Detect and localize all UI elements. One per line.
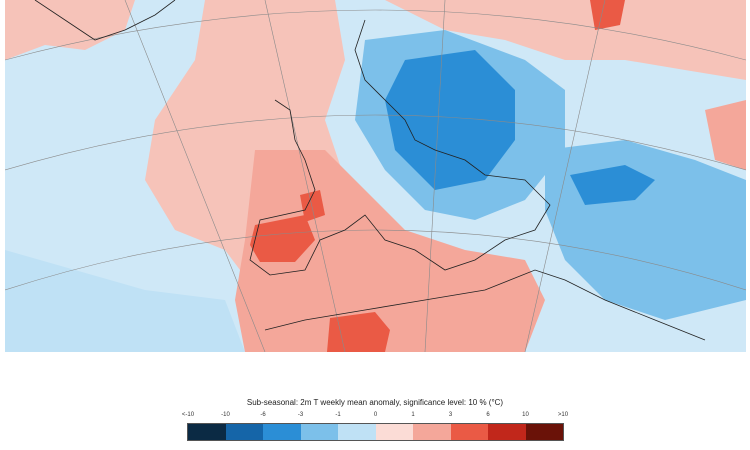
colorbar-tick: 0 [373, 412, 378, 418]
anomaly-region-caspian-cold [570, 165, 655, 205]
colorbar-swatch [188, 424, 226, 440]
graticule [5, 0, 746, 352]
colorbar-swatch [263, 424, 301, 440]
colorbar-tick: -6 [260, 412, 266, 418]
anomaly-region-southwest-cold [5, 250, 245, 352]
colorbar-tick: 3 [448, 412, 453, 418]
anomaly-region-france-warm [300, 190, 325, 222]
colorbar-tick: -10 [221, 412, 230, 418]
colorbar [187, 423, 564, 441]
colorbar-swatch [375, 424, 413, 440]
coastlines [34, 0, 706, 341]
colorbar-tick: 6 [486, 412, 490, 418]
anomaly-region-iberia-warm [250, 215, 315, 262]
colorbar-swatch [413, 424, 451, 440]
map-svg [5, 0, 746, 352]
colorbar-tick: 1 [411, 412, 415, 418]
colorbar-tick: <-10 [181, 412, 195, 418]
colorbar-tick: -1 [335, 412, 341, 418]
colorbar-tick: -3 [297, 412, 304, 418]
colorbar-swatch [450, 424, 488, 440]
anomaly-region-northeast-warm [385, 0, 746, 80]
colorbar-title: Sub-seasonal: 2m T weekly mean anomaly, … [246, 398, 504, 407]
anomaly-region-far-east-warm [705, 100, 746, 170]
colorbar-swatch [300, 424, 338, 440]
anomaly-region-core-cold [385, 50, 515, 190]
anomaly-region-greenland-warm [5, 0, 135, 60]
anomaly-map [5, 0, 746, 352]
colorbar-tick: 10 [522, 412, 529, 418]
colorbar-tick: >10 [557, 412, 569, 418]
colorbar-swatch [488, 424, 526, 440]
colorbar-swatch [525, 424, 563, 440]
colorbar-swatch [225, 424, 263, 440]
anomaly-region-urals-warm [590, 0, 625, 30]
colorbar-swatch [338, 424, 376, 440]
